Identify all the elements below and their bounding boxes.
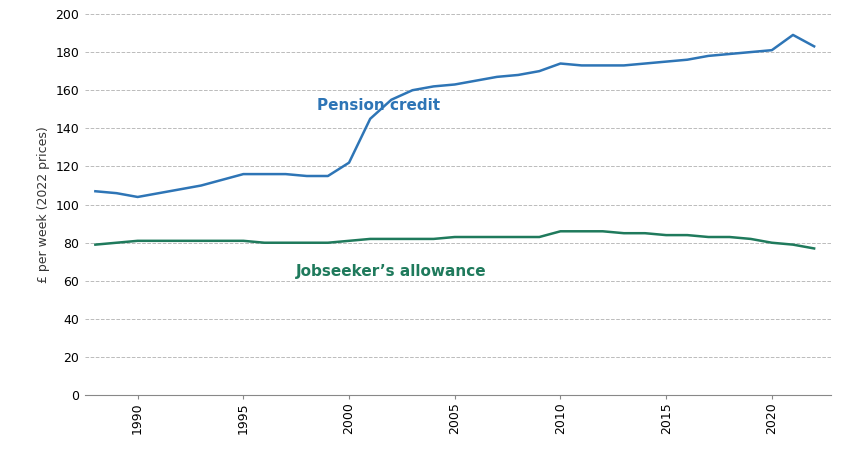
- Y-axis label: £ per week (2022 prices): £ per week (2022 prices): [36, 126, 50, 283]
- Text: Jobseeker’s allowance: Jobseeker’s allowance: [296, 264, 487, 279]
- Text: Pension credit: Pension credit: [317, 98, 440, 113]
